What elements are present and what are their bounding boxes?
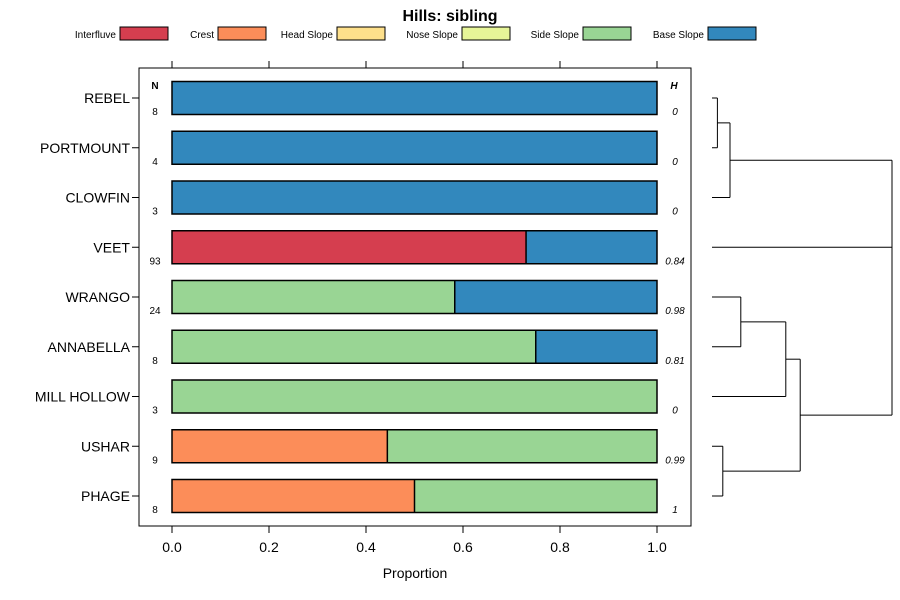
bar-outline bbox=[171, 180, 658, 215]
legend-label-head-slope: Head Slope bbox=[281, 30, 334, 41]
bar-outline bbox=[171, 329, 658, 364]
legend-swatch-head-slope bbox=[336, 26, 386, 41]
n-value: 9 bbox=[152, 455, 158, 466]
bar-outline bbox=[171, 130, 658, 165]
bar-segment-base-slope bbox=[526, 230, 657, 264]
dendrogram bbox=[712, 97, 893, 497]
x-axis-label: Proportion bbox=[383, 565, 448, 581]
bar-segment-side-slope bbox=[172, 380, 657, 413]
bar-outline bbox=[171, 279, 658, 315]
row-veet: VEET 93 0.84 bbox=[93, 230, 685, 267]
category-label: REBEL bbox=[84, 90, 130, 106]
h-value: 0 bbox=[672, 107, 678, 118]
category-label: ANNABELLA bbox=[48, 339, 131, 355]
h-value: 1 bbox=[672, 505, 678, 516]
h-value: 0.98 bbox=[665, 306, 685, 317]
legend: Interfluve Crest Head Slope Nose Slope Side … bbox=[75, 26, 757, 41]
x-tick-label: 0.6 bbox=[453, 539, 473, 555]
legend-label-interfluve: Interfluve bbox=[75, 30, 117, 41]
n-value: 8 bbox=[152, 356, 158, 367]
x-tick-label: 0.4 bbox=[356, 539, 376, 555]
h-column-header: H bbox=[670, 81, 678, 92]
row-wrango: WRANGO 24 0.98 bbox=[65, 279, 685, 317]
bar-segment-crest bbox=[172, 479, 415, 513]
n-value: 3 bbox=[152, 406, 158, 417]
h-value: 0 bbox=[672, 406, 678, 417]
chart-title: Hills: sibling bbox=[402, 8, 497, 25]
bar-segment-base-slope bbox=[172, 131, 657, 165]
legend-label-side-slope: Side Slope bbox=[531, 30, 580, 41]
n-value: 3 bbox=[152, 207, 158, 218]
legend-swatch-crest bbox=[217, 26, 267, 41]
bar-segment-side-slope bbox=[172, 330, 536, 364]
x-tick-label: 1.0 bbox=[647, 539, 667, 555]
category-label: VEET bbox=[93, 239, 130, 255]
h-value: 0.81 bbox=[665, 356, 684, 367]
row-mill-hollow: MILL HOLLOW 3 0 bbox=[35, 379, 678, 417]
legend-swatch-nose-slope bbox=[461, 26, 511, 41]
x-tick-label: 0.2 bbox=[259, 539, 279, 555]
row-clowfin: CLOWFIN 3 0 bbox=[65, 180, 678, 218]
bar-outline bbox=[171, 80, 658, 116]
bar-segment-side-slope bbox=[387, 429, 657, 463]
n-value: 8 bbox=[152, 505, 158, 516]
category-label: PORTMOUNT bbox=[40, 140, 130, 156]
bar-segment-base-slope bbox=[172, 81, 657, 115]
h-value: 0 bbox=[672, 207, 678, 218]
bar-segment-crest bbox=[172, 429, 388, 463]
bar-segment-base-slope bbox=[535, 330, 657, 364]
x-axis: 0.0 0.2 0.4 0.6 0.8 1.0 bbox=[162, 61, 667, 555]
x-tick-label: 0.8 bbox=[550, 539, 570, 555]
bar-outline bbox=[171, 478, 658, 514]
bar-outline bbox=[171, 429, 658, 464]
legend-swatch-interfluve bbox=[119, 26, 169, 41]
h-value: 0.84 bbox=[665, 256, 685, 267]
n-value: 8 bbox=[152, 107, 158, 118]
bar-outline bbox=[171, 379, 658, 414]
category-label: USHAR bbox=[81, 438, 130, 454]
category-label: WRANGO bbox=[65, 289, 130, 305]
bar-segment-side-slope bbox=[414, 479, 657, 513]
n-value: 93 bbox=[149, 256, 161, 267]
n-value: 24 bbox=[149, 306, 161, 317]
row-phage: PHAGE 8 1 bbox=[81, 478, 678, 516]
n-column-header: N bbox=[151, 81, 158, 92]
x-tick-label: 0.0 bbox=[162, 539, 182, 555]
category-label: CLOWFIN bbox=[65, 190, 130, 206]
legend-swatch-base-slope bbox=[707, 26, 757, 41]
row-rebel: REBEL 8 0 bbox=[84, 80, 678, 118]
row-portmount: PORTMOUNT 4 0 bbox=[40, 130, 678, 168]
bar-segment-side-slope bbox=[172, 280, 455, 314]
h-value: 0.99 bbox=[665, 455, 685, 466]
legend-label-crest: Crest bbox=[190, 30, 214, 41]
bar-segment-base-slope bbox=[172, 181, 657, 214]
legend-swatch-side-slope bbox=[582, 26, 632, 41]
category-label: PHAGE bbox=[81, 488, 130, 504]
h-value: 0 bbox=[672, 157, 678, 168]
row-annabella: ANNABELLA 8 0.81 bbox=[48, 329, 685, 367]
legend-label-base-slope: Base Slope bbox=[653, 30, 705, 41]
n-value: 4 bbox=[152, 157, 158, 168]
row-ushar: USHAR 9 0.99 bbox=[81, 429, 685, 466]
bar-outline bbox=[171, 230, 658, 265]
bar-segment-interfluve bbox=[172, 230, 527, 264]
legend-label-nose-slope: Nose Slope bbox=[406, 30, 458, 41]
bar-segment-base-slope bbox=[454, 280, 657, 314]
category-label: MILL HOLLOW bbox=[35, 389, 131, 405]
